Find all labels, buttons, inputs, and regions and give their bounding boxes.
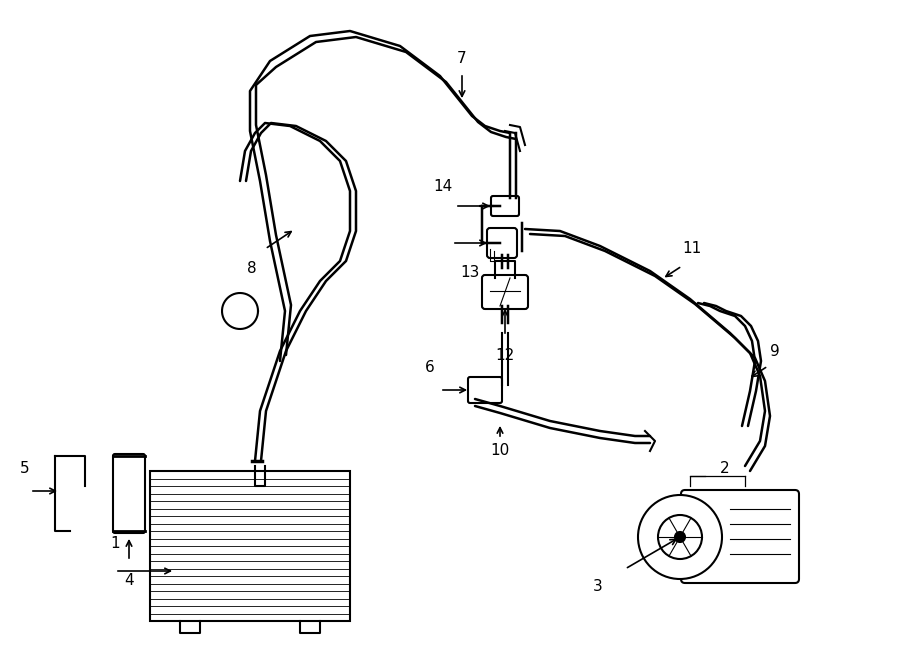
Text: 7: 7 [457,51,467,66]
Text: 6: 6 [425,360,435,375]
Text: 4: 4 [124,573,134,588]
Text: 1: 1 [110,536,120,551]
Circle shape [658,515,702,559]
Text: 10: 10 [491,443,509,458]
FancyBboxPatch shape [681,490,799,583]
Circle shape [675,532,685,542]
Text: 8: 8 [248,261,256,276]
Bar [150,471,350,621]
Text: 3: 3 [593,579,603,594]
FancyBboxPatch shape [487,228,517,258]
Text: 2: 2 [720,461,730,476]
Text: 14: 14 [434,179,453,194]
FancyBboxPatch shape [491,196,519,216]
FancyBboxPatch shape [113,454,145,533]
Text: 11: 11 [682,241,702,256]
Text: 12: 12 [495,348,515,363]
FancyBboxPatch shape [482,275,528,309]
Circle shape [638,495,722,579]
Text: 5: 5 [20,461,30,476]
Text: 13: 13 [460,265,480,280]
Text: 9: 9 [770,344,780,359]
FancyBboxPatch shape [468,377,502,403]
